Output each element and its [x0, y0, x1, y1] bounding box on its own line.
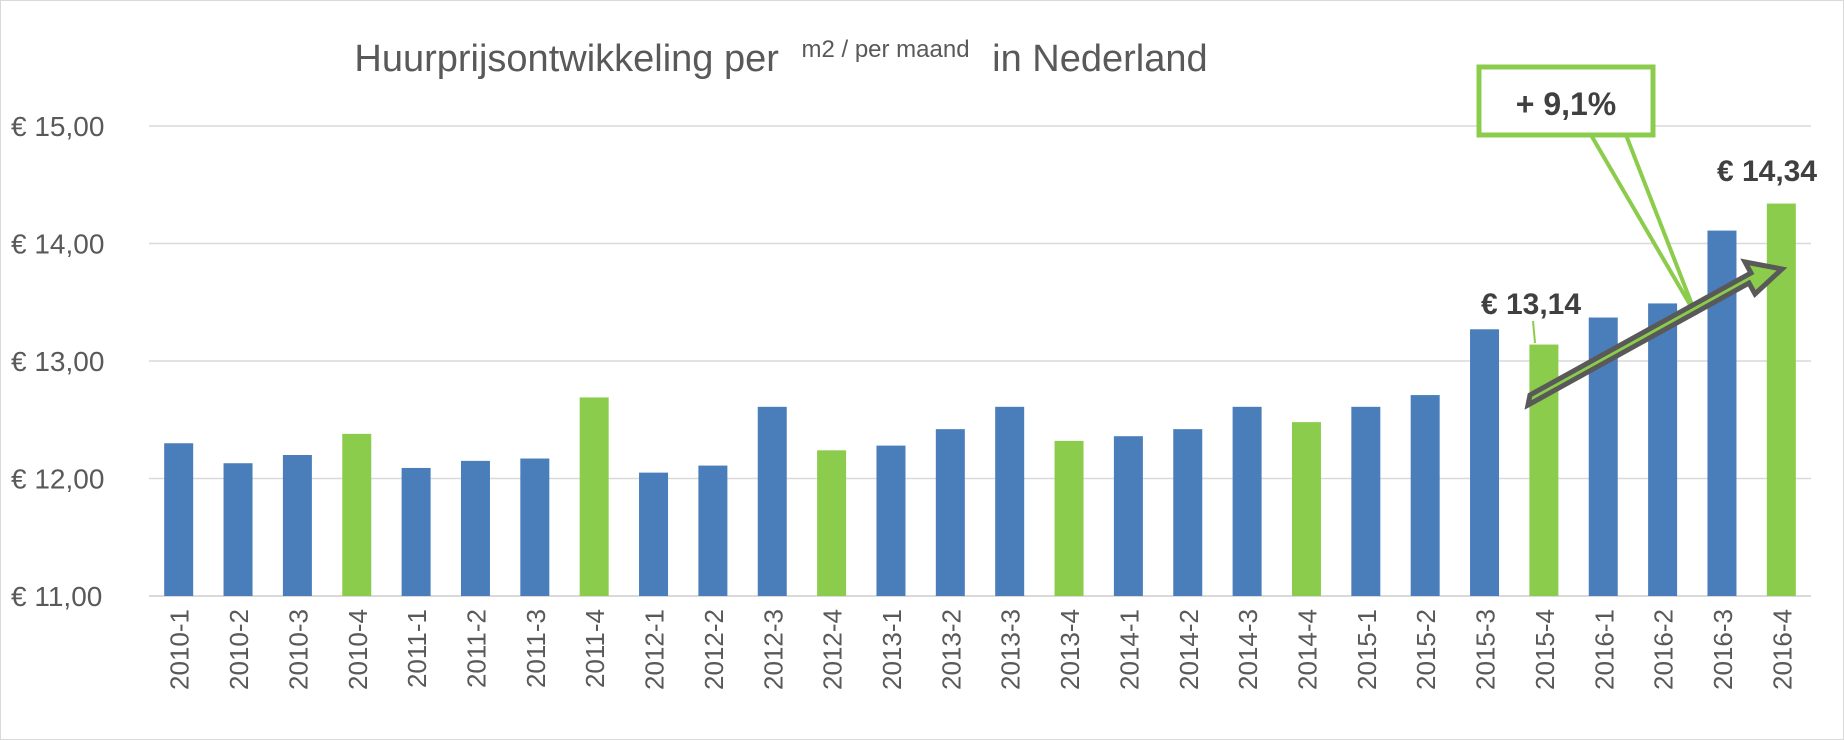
- bar-2014-1: [1113, 436, 1143, 596]
- x-tick-label-2012-1: 2012-1: [640, 609, 670, 690]
- bars: [164, 203, 1796, 597]
- x-tick-label-2011-1: 2011-1: [402, 609, 432, 688]
- x-tick-label-2012-3: 2012-3: [758, 609, 788, 690]
- y-tick-label: € 14,00: [11, 229, 104, 260]
- x-tick-label-2014-4: 2014-4: [1292, 609, 1322, 690]
- bar-2015-1: [1351, 406, 1381, 596]
- x-tick-label-2015-3: 2015-3: [1471, 609, 1501, 690]
- bar-2015-2: [1410, 395, 1440, 596]
- y-tick-label: € 12,00: [11, 464, 104, 495]
- chart-title-main: Huurprijsontwikkeling per: [354, 38, 779, 80]
- x-axis-tick-labels: 2010-1 2010-2 2010-3 2010-4 2011-1 2011-2 2011…: [165, 609, 1798, 690]
- bar-2016-4: [1766, 203, 1796, 597]
- bar-2010-3: [282, 455, 312, 596]
- x-tick-label-2016-3: 2016-3: [1708, 609, 1738, 690]
- bar-2010-1: [164, 443, 194, 596]
- x-tick-label-2015-2: 2015-2: [1411, 609, 1441, 690]
- bar-2010-4: [342, 433, 372, 596]
- x-tick-label-2014-2: 2014-2: [1174, 609, 1204, 690]
- bar-2012-1: [639, 472, 669, 596]
- x-tick-label-2016-1: 2016-1: [1589, 609, 1619, 690]
- bar-2012-4: [817, 450, 847, 596]
- annotations: + 9,1% € 13,14 € 14,34: [1476, 64, 1817, 410]
- chart-title: Huurprijsontwikkeling per m2 / per maand…: [354, 24, 1207, 80]
- bar-2011-4: [579, 397, 609, 596]
- data-label-leader-2015-4: [1532, 320, 1536, 344]
- y-axis-tick-labels: € 11,00 € 12,00 € 13,00 € 14,00 € 15,00: [11, 111, 104, 612]
- y-tick-label: € 13,00: [11, 346, 104, 377]
- callout-pointer: [1589, 133, 1698, 317]
- x-tick-label-2014-3: 2014-3: [1233, 609, 1263, 690]
- data-label-2015-4: € 13,14: [1481, 288, 1581, 321]
- x-tick-label-2013-3: 2013-3: [996, 609, 1026, 690]
- x-tick-label-2011-3: 2011-3: [521, 609, 551, 688]
- x-tick-label-2012-4: 2012-4: [818, 609, 848, 690]
- bar-2012-2: [698, 465, 728, 596]
- x-tick-label-2011-2: 2011-2: [461, 609, 491, 688]
- data-label-2016-4: € 14,34: [1717, 155, 1817, 188]
- x-tick-label-2016-4: 2016-4: [1767, 609, 1797, 690]
- x-tick-label-2011-4: 2011-4: [580, 609, 610, 688]
- bar-2012-3: [757, 406, 787, 596]
- bar-2013-1: [876, 445, 906, 596]
- bar-2014-4: [1291, 422, 1321, 596]
- trend-arrow: [1524, 258, 1788, 410]
- bar-2011-1: [401, 467, 431, 596]
- bar-2013-3: [995, 406, 1025, 596]
- chart-title-tail: in Nederland: [992, 38, 1207, 80]
- x-tick-label-2012-2: 2012-2: [699, 609, 729, 690]
- y-tick-label: € 15,00: [11, 111, 104, 142]
- bar-2010-2: [223, 463, 253, 596]
- bar-2014-2: [1173, 429, 1203, 596]
- bar-2011-2: [460, 460, 490, 596]
- x-tick-label-2015-1: 2015-1: [1352, 609, 1382, 690]
- x-tick-label-2015-4: 2015-4: [1530, 609, 1560, 690]
- callout-box: [1476, 64, 1656, 138]
- y-tick-label: € 11,00: [11, 581, 102, 612]
- bar-2013-4: [1054, 440, 1084, 596]
- x-tick-label-2013-2: 2013-2: [936, 609, 966, 690]
- bar-2014-3: [1232, 406, 1262, 596]
- x-tick-label-2010-2: 2010-2: [224, 609, 254, 690]
- x-tick-label-2010-3: 2010-3: [283, 609, 313, 690]
- gridlines: [149, 125, 1811, 597]
- x-tick-label-2016-2: 2016-2: [1649, 609, 1679, 690]
- bar-2013-2: [935, 429, 965, 596]
- x-tick-label-2010-4: 2010-4: [343, 609, 373, 690]
- x-tick-label-2013-4: 2013-4: [1055, 609, 1085, 690]
- chart-title-superscript: m2 / per maand: [801, 36, 969, 63]
- x-tick-label-2010-1: 2010-1: [165, 609, 195, 690]
- x-tick-label-2013-1: 2013-1: [877, 609, 907, 690]
- bar-2015-3: [1470, 329, 1500, 596]
- x-tick-label-2014-1: 2014-1: [1114, 609, 1144, 690]
- callout-label: + 9,1%: [1516, 86, 1617, 122]
- bar-2011-3: [520, 458, 550, 596]
- bar-2016-2: [1648, 303, 1678, 596]
